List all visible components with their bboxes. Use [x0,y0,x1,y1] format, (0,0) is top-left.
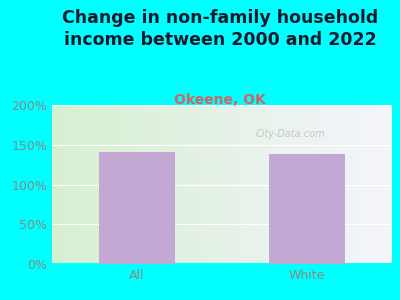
Text: Change in non-family household
income between 2000 and 2022: Change in non-family household income be… [62,9,378,49]
Text: Okeene, OK: Okeene, OK [174,93,266,107]
Bar [269,154,345,264]
Bar [99,152,175,264]
Text: City-Data.com: City-Data.com [255,129,325,139]
